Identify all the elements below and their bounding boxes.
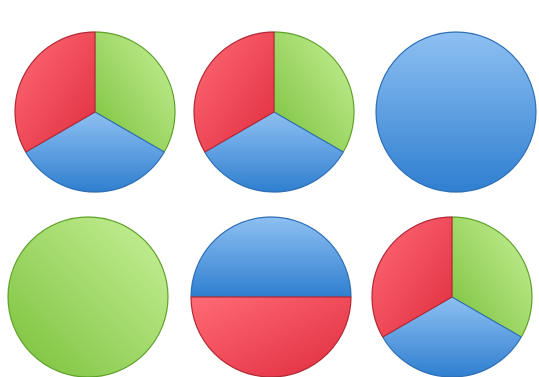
pie-chart-4	[7, 216, 169, 377]
pie-chart-6	[371, 216, 533, 377]
pie-chart-3	[375, 31, 537, 193]
pie-1-slice-red	[14, 31, 96, 153]
pie-6-slice-green	[451, 216, 533, 338]
pie-4-slice-green	[7, 216, 169, 377]
pie-2-slice-blue	[204, 111, 344, 193]
pie-2-slice-red	[193, 31, 275, 153]
pie-5-slice-blue	[190, 216, 352, 298]
pie-3-slice-blue	[375, 31, 537, 193]
pie-5-slice-red	[190, 296, 352, 377]
pie-1-slice-green	[94, 31, 176, 153]
pie-1-slice-blue	[25, 111, 165, 193]
pie-chart-5	[190, 216, 352, 377]
pie-chart-2	[193, 31, 355, 193]
pie-6-slice-red	[371, 216, 453, 338]
pie-2-slice-green	[273, 31, 355, 153]
pie-chart-1	[14, 31, 176, 193]
